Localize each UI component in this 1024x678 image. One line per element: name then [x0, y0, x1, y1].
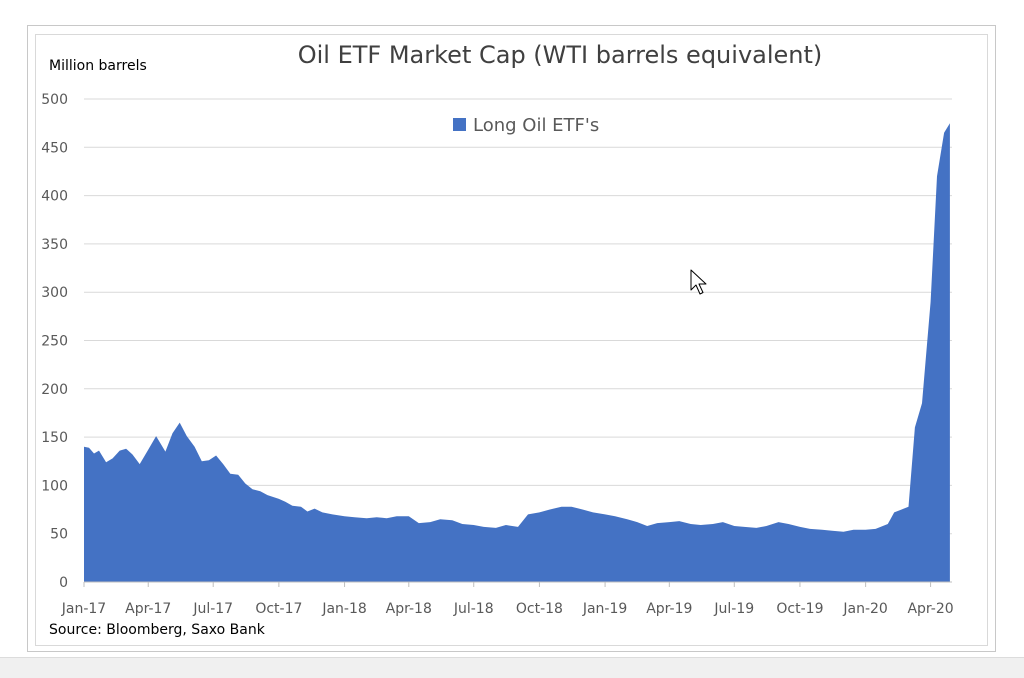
series-area-layer: [84, 123, 950, 582]
x-tick-label: Apr-20: [907, 601, 953, 617]
y-tick-label: 100: [41, 478, 68, 494]
x-tick-label: Jan-18: [321, 601, 366, 617]
x-tick-label: Oct-19: [776, 601, 823, 617]
legend: Long Oil ETF's: [453, 115, 599, 136]
mouse-cursor-icon: [690, 269, 707, 295]
window-bottom-bar: [0, 657, 1024, 678]
y-tick-label: 350: [41, 237, 68, 253]
series-area: [84, 123, 950, 582]
x-tick-label: Apr-19: [646, 601, 692, 617]
chart-plot-border: [35, 34, 988, 646]
y-tick-label: 150: [41, 430, 68, 446]
x-tick-label: Apr-17: [125, 601, 171, 617]
x-tick-label: Jan-17: [61, 601, 106, 617]
x-tick-label: Apr-18: [386, 601, 432, 617]
x-tick-label: Jan-20: [842, 601, 887, 617]
y-tick-label: 250: [41, 334, 68, 350]
chart-title: Oil ETF Market Cap (WTI barrels equivale…: [298, 41, 823, 69]
x-tick-label: Jul-18: [453, 601, 494, 617]
x-axis-ticks: Jan-17 Apr-17 Jul-17 Oct-17 Jan-18 Apr-18 Jul-…: [61, 582, 954, 617]
gridlines: [84, 98, 952, 535]
legend-label: Long Oil ETF's: [473, 115, 599, 136]
y-tick-label: 50: [50, 527, 68, 543]
y-tick-label: 500: [41, 92, 68, 108]
y-tick-label: 200: [41, 382, 68, 398]
x-tick-label: Oct-17: [255, 601, 302, 617]
y-tick-label: 400: [41, 189, 68, 205]
x-tick-label: Jul-19: [713, 601, 754, 617]
source-note: Source: Bloomberg, Saxo Bank: [49, 622, 266, 638]
y-axis-unit-label: Million barrels: [49, 58, 147, 74]
chart: Oil ETF Market Cap (WTI barrels equivale…: [41, 41, 954, 638]
x-tick-label: Jan-19: [582, 601, 627, 617]
y-tick-label: 450: [41, 140, 68, 156]
y-axis-ticks: 0 50 100 150 200 250 300 350 400 450 500: [41, 92, 68, 591]
legend-swatch: [453, 118, 466, 131]
x-tick-label: Jul-17: [192, 601, 233, 617]
y-tick-label: 300: [41, 285, 68, 301]
y-tick-label: 0: [59, 575, 68, 591]
x-tick-label: Oct-18: [516, 601, 563, 617]
